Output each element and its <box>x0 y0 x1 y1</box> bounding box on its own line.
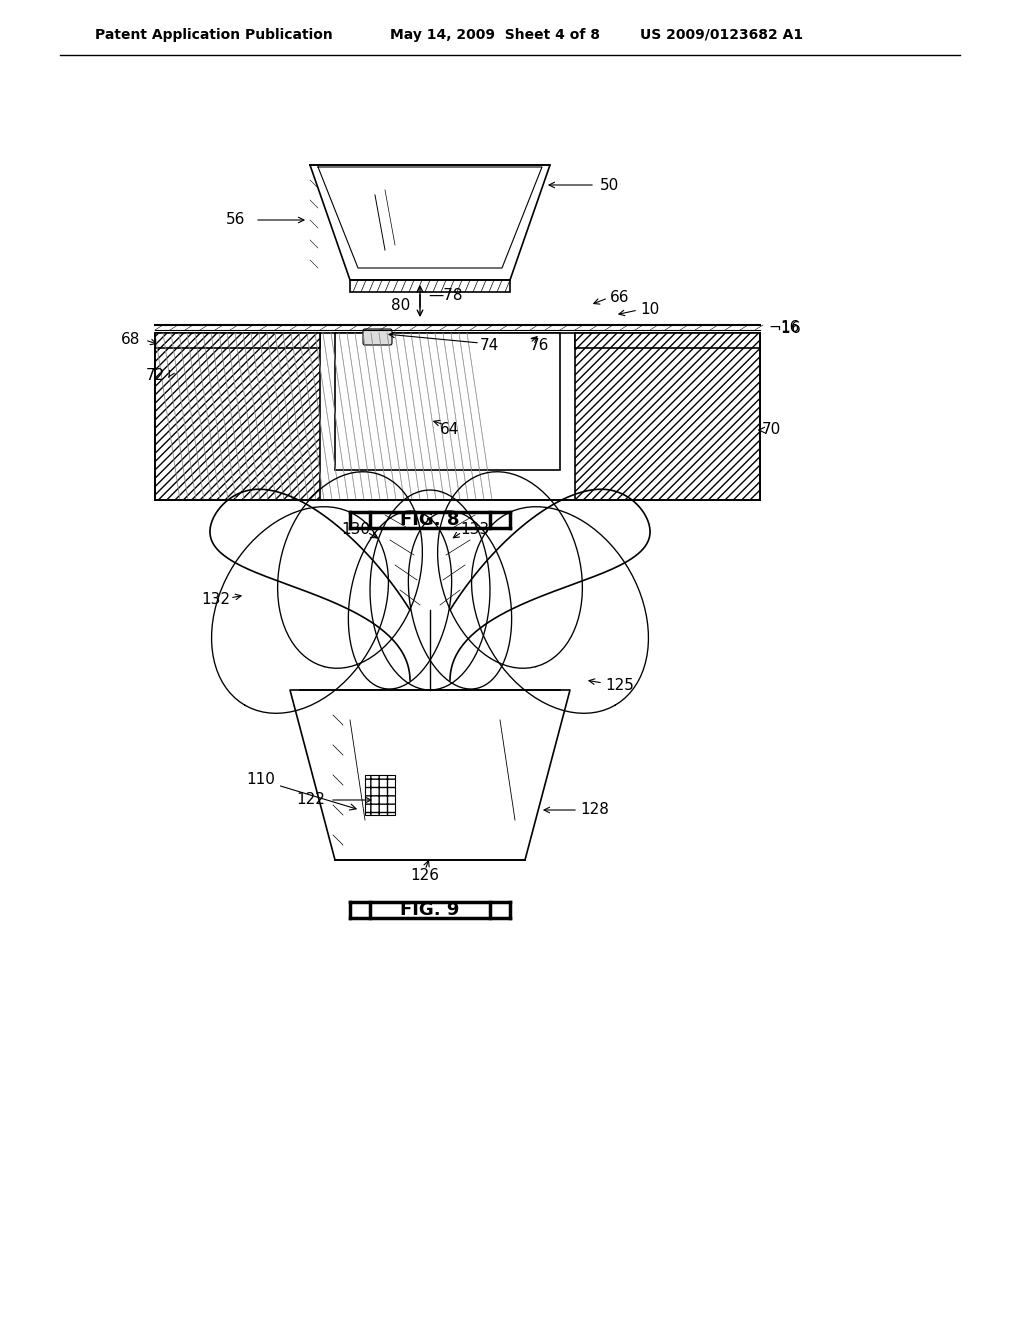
Text: 68: 68 <box>121 333 140 347</box>
Text: FIG. 8: FIG. 8 <box>400 511 460 529</box>
Text: —78: —78 <box>428 288 463 302</box>
Text: 126: 126 <box>410 867 439 883</box>
Bar <box>575 333 760 500</box>
Text: 10: 10 <box>640 302 659 318</box>
Text: Patent Application Publication: Patent Application Publication <box>95 28 333 42</box>
Text: 74: 74 <box>480 338 500 352</box>
Text: May 14, 2009  Sheet 4 of 8: May 14, 2009 Sheet 4 of 8 <box>390 28 600 42</box>
Text: 72: 72 <box>145 367 165 383</box>
FancyBboxPatch shape <box>362 329 392 345</box>
Bar <box>155 333 305 500</box>
Text: 133: 133 <box>460 523 489 537</box>
Bar <box>155 333 319 500</box>
Text: 130: 130 <box>341 523 370 537</box>
Bar <box>365 775 395 814</box>
Bar <box>155 333 319 348</box>
Text: 128: 128 <box>580 803 609 817</box>
Text: US 2009/0123682 A1: US 2009/0123682 A1 <box>640 28 803 42</box>
Text: 110: 110 <box>246 772 356 810</box>
Text: 56: 56 <box>225 213 245 227</box>
Text: 122: 122 <box>296 792 325 808</box>
Text: 70: 70 <box>762 422 781 437</box>
Text: 76: 76 <box>530 338 549 352</box>
Text: 64: 64 <box>440 422 460 437</box>
Text: 132: 132 <box>201 593 230 607</box>
Text: $\mathsf{\neg}$16: $\mathsf{\neg}$16 <box>768 319 801 337</box>
Text: 125: 125 <box>605 677 634 693</box>
Bar <box>155 333 760 500</box>
Bar <box>575 333 760 348</box>
Bar <box>350 280 510 292</box>
Text: 16: 16 <box>780 321 800 335</box>
Bar <box>335 333 560 470</box>
Text: 50: 50 <box>600 177 620 193</box>
Bar <box>335 333 560 470</box>
Text: 66: 66 <box>610 290 630 305</box>
Text: 80: 80 <box>391 297 410 313</box>
Bar <box>590 333 760 500</box>
Text: FIG. 9: FIG. 9 <box>400 902 460 919</box>
